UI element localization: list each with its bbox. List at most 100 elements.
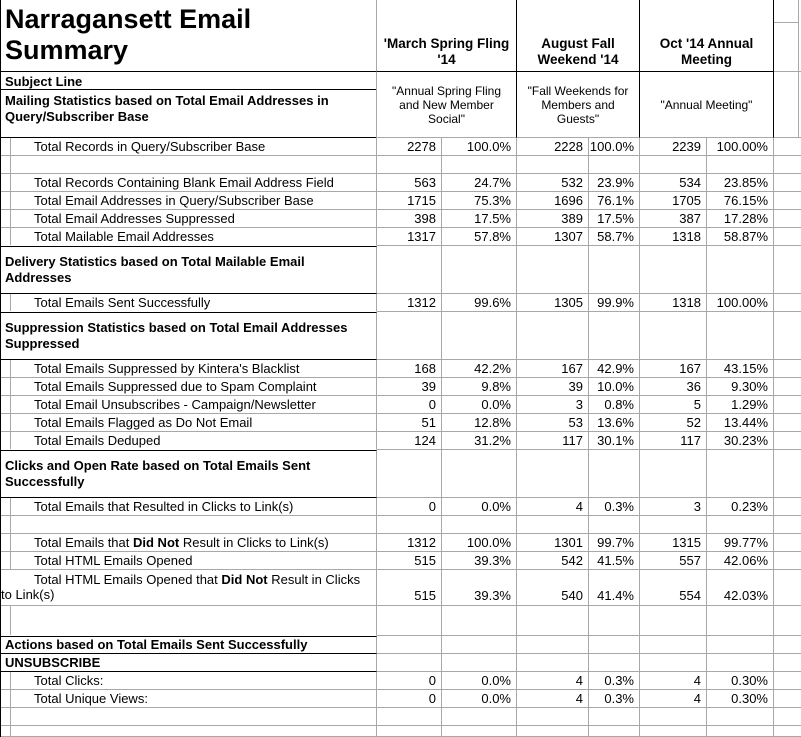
august-count-cell: 3: [517, 396, 589, 414]
october-count-cell: 4: [640, 672, 707, 690]
march-percent-cell: 75.3%: [442, 192, 517, 210]
august-count-cell: 4: [517, 498, 589, 516]
label-column-header: Subject Line Mailing Statistics based on…: [1, 72, 377, 138]
row-label-text: Total Email Addresses Suppressed: [34, 211, 235, 226]
october-percent-cell: [707, 606, 774, 636]
row-label-cell: Total Emails Suppressed due to Spam Comp…: [1, 378, 377, 396]
gridline-stub: [798, 0, 799, 138]
data-row: Total Records Containing Blank Email Add…: [1, 174, 801, 192]
october-percent-cell: 30.23%: [707, 432, 774, 450]
march-percent-cell: 99.6%: [442, 294, 517, 312]
indent-gridline: [1, 552, 11, 569]
october-count-cell: [640, 636, 707, 654]
august-count-cell: 39: [517, 378, 589, 396]
august-count-cell: 1301: [517, 534, 589, 552]
row-label-text: Total Emails Flagged as Do Not Email: [34, 415, 253, 430]
august-percent-cell: 0.3%: [589, 672, 640, 690]
row-label-cell: Total Email Unsubscribes - Campaign/News…: [1, 396, 377, 414]
data-row: Total Emails Suppressed due to Spam Comp…: [1, 378, 801, 396]
row-label-cell: Total HTML Emails Opened: [1, 552, 377, 570]
indent-gridline: [1, 294, 11, 311]
august-count-cell: 540: [517, 570, 589, 606]
row-label-text: Suppression Statistics based on Total Em…: [5, 320, 348, 351]
august-percent-cell: [589, 636, 640, 654]
march-count-cell: 124: [377, 432, 442, 450]
october-count-cell: 1705: [640, 192, 707, 210]
march-percent-cell: [442, 708, 517, 726]
august-percent-cell: [589, 726, 640, 737]
row-label-cell: Total Email Addresses in Query/Subscribe…: [1, 192, 377, 210]
august-count-cell: [517, 606, 589, 636]
august-count-cell: [517, 726, 589, 737]
october-count-cell: 5: [640, 396, 707, 414]
row-label-text: Clicks and Open Rate based on Total Emai…: [5, 458, 311, 489]
october-count-cell: 4: [640, 690, 707, 708]
row-label-text: Total HTML Emails Opened: [34, 553, 193, 568]
october-count-cell: 554: [640, 570, 707, 606]
indent-gridline: [1, 498, 11, 515]
march-count-cell: [377, 708, 442, 726]
march-count-cell: 1715: [377, 192, 442, 210]
march-count-cell: 1312: [377, 534, 442, 552]
october-count-cell: 557: [640, 552, 707, 570]
campaign-name: August Fall Weekend '14: [537, 36, 619, 67]
row-label-cell: Total Email Addresses Suppressed: [1, 210, 377, 228]
table-body: Total Records in Query/Subscriber Base 22…: [1, 138, 801, 737]
october-count-cell: 1315: [640, 534, 707, 552]
august-count-cell: 1305: [517, 294, 589, 312]
march-percent-cell: [442, 312, 517, 360]
spacer-row: [1, 708, 801, 726]
empty-cell: [774, 156, 801, 174]
empty-cell: [774, 294, 801, 312]
indent-gridline: [1, 378, 11, 395]
march-count-cell: 1317: [377, 228, 442, 246]
august-count-cell: 1307: [517, 228, 589, 246]
august-percent-cell: 99.7%: [589, 534, 640, 552]
march-count-cell: 0: [377, 498, 442, 516]
section-header-row: Actions based on Total Emails Sent Succe…: [1, 636, 801, 654]
row-label-cell: Total Emails Sent Successfully: [1, 294, 377, 312]
row-label-text: Delivery Statistics based on Total Maila…: [5, 254, 305, 285]
row-label-text: Total Records Containing Blank Email Add…: [34, 175, 334, 190]
march-percent-cell: [442, 726, 517, 737]
march-count-cell: [377, 312, 442, 360]
march-count-cell: [377, 636, 442, 654]
data-row: Total Email Addresses in Query/Subscribe…: [1, 192, 801, 210]
march-count-cell: 515: [377, 570, 442, 606]
data-row: Total Emails that Resulted in Clicks to …: [1, 498, 801, 516]
subject-line-label: Subject Line: [5, 74, 83, 89]
indent-gridline: [1, 516, 11, 533]
october-count-cell: 387: [640, 210, 707, 228]
october-percent-cell: [707, 636, 774, 654]
august-percent-cell: 100.0%: [589, 138, 640, 156]
october-count-cell: [640, 708, 707, 726]
march-count-cell: [377, 516, 442, 534]
empty-cell: [774, 360, 801, 378]
report-title: Narragansett Email Summary: [5, 4, 252, 65]
august-percent-cell: 99.9%: [589, 294, 640, 312]
row-label-text: Total Clicks:: [34, 673, 104, 688]
october-count-cell: 3: [640, 498, 707, 516]
row-label-cell: [1, 156, 377, 174]
august-count-cell: 4: [517, 690, 589, 708]
august-percent-cell: 41.5%: [589, 552, 640, 570]
march-percent-cell: 100.0%: [442, 138, 517, 156]
march-count-cell: 51: [377, 414, 442, 432]
october-count-cell: [640, 606, 707, 636]
empty-cell: [774, 432, 801, 450]
march-percent-cell: 0.0%: [442, 396, 517, 414]
august-count-cell: [517, 156, 589, 174]
march-count-cell: 1312: [377, 294, 442, 312]
spacer-row: [1, 156, 801, 174]
august-percent-cell: [589, 312, 640, 360]
march-percent-cell: 0.0%: [442, 690, 517, 708]
august-percent-cell: [589, 654, 640, 672]
empty-cell: [774, 672, 801, 690]
indent-gridline: [1, 606, 11, 635]
data-row: Total HTML Emails Opened 515 39.3% 542 41.5%…: [1, 552, 801, 570]
data-row: Total Emails Deduped 124 31.2% 117 30.1% 117 3…: [1, 432, 801, 450]
label-text: Total Emails that: [34, 535, 133, 550]
empty-cell: [774, 192, 801, 210]
october-percent-cell: 76.15%: [707, 192, 774, 210]
empty-cell: [774, 246, 801, 294]
